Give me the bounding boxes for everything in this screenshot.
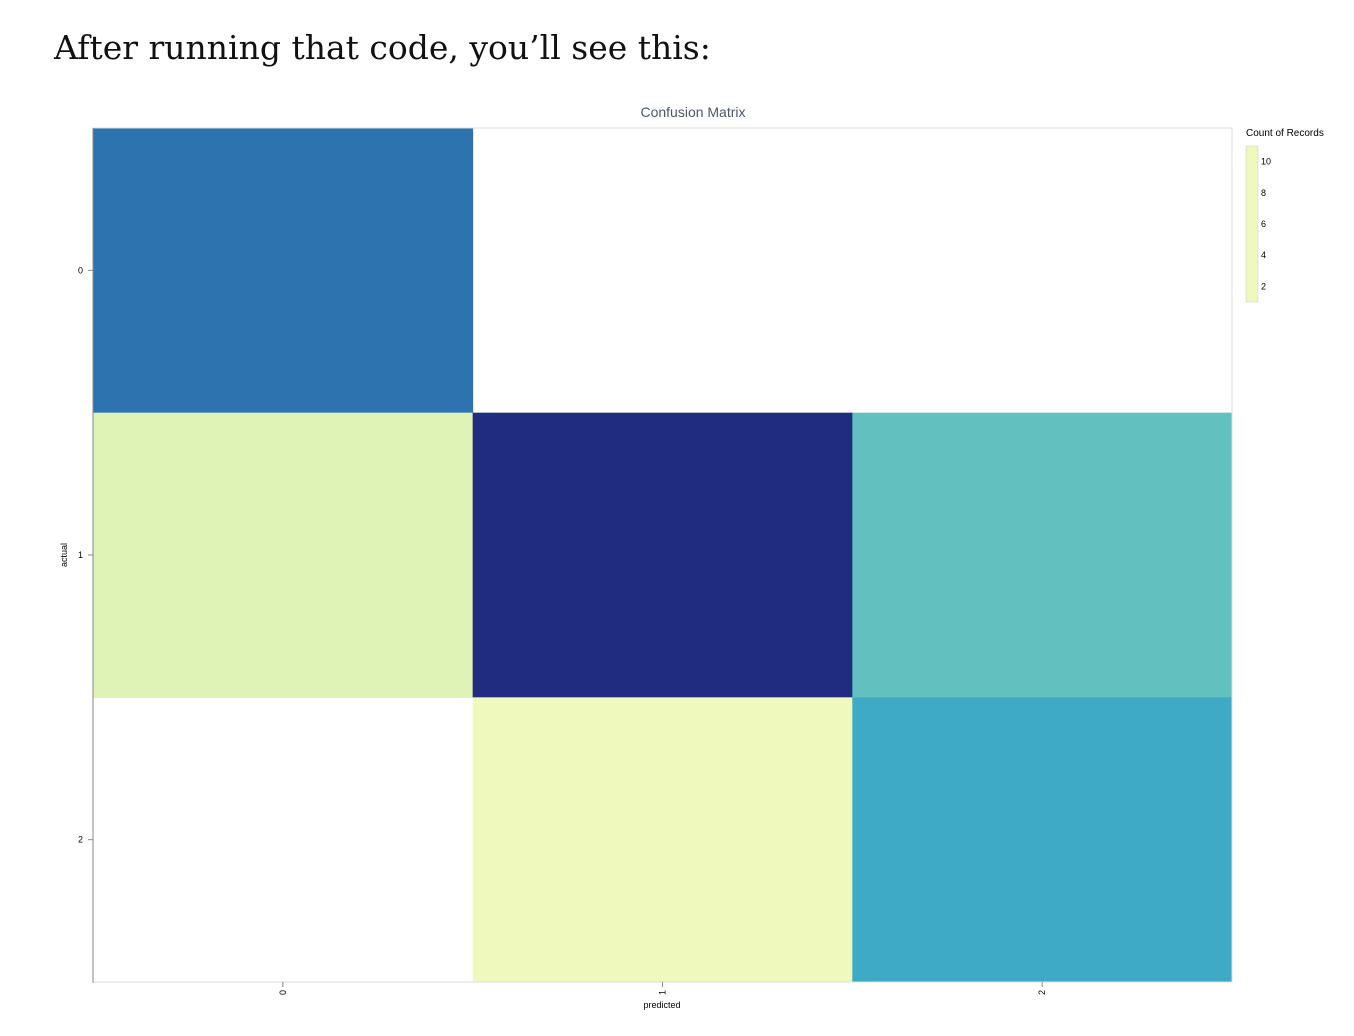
y-tick-label: 2: [78, 835, 83, 845]
legend-tick-label: 2: [1261, 281, 1266, 291]
x-tick-label: 0: [278, 990, 288, 995]
y-axis-ticks: 0 1 2: [78, 265, 93, 845]
x-tick-label: 2: [1037, 990, 1047, 995]
color-legend: Count of Records 2 4 6 8 10: [1245, 128, 1324, 303]
x-axis-label: predicted: [643, 1000, 680, 1010]
legend-title: Count of Records: [1246, 128, 1324, 139]
x-axis-ticks: 0 1 2: [278, 982, 1047, 995]
heatmap-cells: [93, 128, 1233, 983]
heatmap-cell: [472, 697, 853, 983]
heatmap-cell: [852, 697, 1233, 983]
legend-tick-label: 10: [1261, 157, 1271, 167]
chart-title: Confusion Matrix: [640, 104, 745, 120]
heatmap-cell: [472, 412, 853, 698]
legend-ticks: 2 4 6 8 10: [1261, 157, 1271, 292]
x-tick-label: 1: [658, 990, 668, 995]
legend-color-bar: [1245, 145, 1259, 303]
y-tick-label: 0: [78, 265, 83, 275]
heatmap-cell: [93, 128, 474, 414]
y-axis-label: actual: [59, 543, 69, 567]
legend-tick-label: 4: [1261, 250, 1266, 260]
heatmap-cell: [93, 412, 474, 698]
legend-tick-label: 8: [1261, 188, 1266, 198]
y-tick-label: 1: [78, 550, 83, 560]
heatmap-cell: [852, 412, 1233, 698]
page-heading: After running that code, you’ll see this…: [54, 28, 711, 67]
legend-tick-label: 6: [1261, 219, 1266, 229]
